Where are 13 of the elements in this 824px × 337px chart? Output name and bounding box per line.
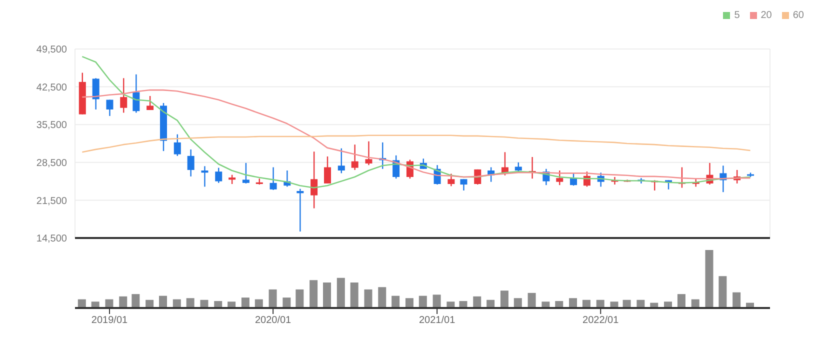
y-tick-label: 14,500 [36,234,68,245]
x-tick-label: 2020/01 [254,315,292,326]
legend-label: 60 [792,10,804,21]
y-tick-label: 35,500 [36,120,68,132]
y-tick-label: 49,500 [36,44,68,56]
legend-label: 20 [760,10,772,21]
y-tick-label: 21,500 [36,196,68,207]
x-tick-label: 2019/01 [91,315,128,326]
x-tick-label: 2022/01 [582,315,620,326]
y-tick-label: 42,500 [36,82,68,94]
x-tick-label: 2021/01 [418,315,456,326]
legend-label: 5 [734,10,740,21]
y-tick-label: 28,500 [36,158,68,169]
